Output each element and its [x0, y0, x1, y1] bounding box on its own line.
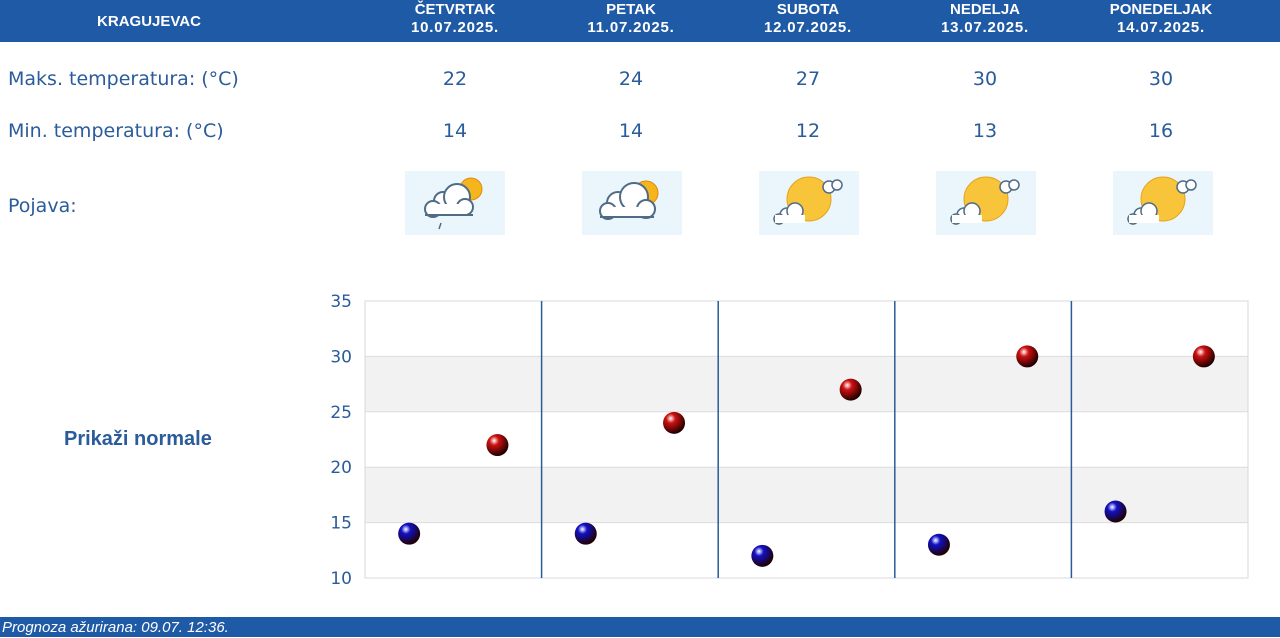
day-header: PETAK 11.07.2025. — [543, 1, 719, 43]
chart-band — [365, 522, 1248, 578]
chart-band — [365, 301, 1248, 357]
cloud-sun-icon — [582, 171, 682, 235]
sun-cloud-icon — [759, 171, 859, 235]
day-date: 13.07.2025. — [940, 19, 1030, 36]
chart-band — [365, 356, 1248, 412]
max-temp-point — [663, 411, 686, 434]
max-temp-value: 22 — [442, 68, 468, 90]
phenomenon-label: Pojava: — [8, 195, 77, 217]
header-bar — [0, 0, 1280, 42]
chart-band — [365, 411, 1248, 468]
min-temp-value: 13 — [972, 120, 998, 142]
y-tick-label: 25 — [330, 403, 352, 423]
y-tick-label: 35 — [330, 292, 352, 312]
max-temp-point — [1192, 345, 1215, 368]
max-temp-label: Maks. temperatura: (°C) — [8, 68, 239, 90]
y-tick-label: 20 — [330, 458, 352, 478]
day-date: 10.07.2025. — [410, 19, 500, 36]
sun-cloud-icon — [936, 171, 1036, 235]
y-tick-label: 30 — [330, 347, 352, 367]
max-temp-point — [486, 434, 509, 457]
day-date: 11.07.2025. — [587, 19, 675, 36]
city-name: KRAGUJEVAC — [97, 12, 201, 30]
day-name: SUBOTA — [776, 1, 840, 18]
min-temp-value: 14 — [618, 120, 644, 142]
y-tick-label: 15 — [330, 514, 352, 534]
day-header: NEDELJA 13.07.2025. — [897, 1, 1073, 43]
min-temp-point — [927, 533, 950, 556]
day-date: 14.07.2025. — [1116, 19, 1206, 36]
day-name: PONEDELJAK — [1109, 1, 1213, 18]
min-temp-point — [751, 544, 774, 567]
chart-band — [365, 467, 1248, 523]
day-name: PETAK — [606, 1, 656, 18]
day-name: ČETVRTAK — [414, 1, 496, 18]
min-temp-point — [398, 522, 421, 545]
day-header: PONEDELJAK 14.07.2025. — [1073, 1, 1249, 43]
max-temp-value: 30 — [1148, 68, 1174, 90]
day-date: 12.07.2025. — [763, 19, 853, 36]
sun-cloud-icon — [1113, 171, 1213, 235]
max-temp-point — [839, 378, 862, 401]
max-temp-point — [1016, 345, 1039, 368]
max-temp-value: 24 — [618, 68, 644, 90]
y-tick-label: 10 — [330, 569, 352, 589]
show-normals-link[interactable]: Prikaži normale — [64, 428, 212, 450]
max-temp-value: 27 — [795, 68, 821, 90]
min-temp-value: 14 — [442, 120, 468, 142]
day-header: SUBOTA 12.07.2025. — [720, 1, 896, 43]
day-header: ČETVRTAK 10.07.2025. — [367, 1, 543, 43]
temperature-chart: 10 15 20 25 30 35 — [330, 292, 1249, 589]
min-temp-label: Min. temperatura: (°C) — [8, 120, 224, 142]
max-temp-value: 30 — [972, 68, 998, 90]
update-status: Prognoza ažurirana: 09.07. 12:36. — [0, 617, 1280, 637]
min-temp-value: 12 — [795, 120, 821, 142]
day-name: NEDELJA — [949, 1, 1020, 18]
plot-border — [364, 300, 1249, 579]
min-temp-point — [574, 522, 597, 545]
cloud-sun-rain-icon — [405, 171, 505, 235]
min-temp-value: 16 — [1148, 120, 1174, 142]
min-temp-point — [1104, 500, 1127, 523]
